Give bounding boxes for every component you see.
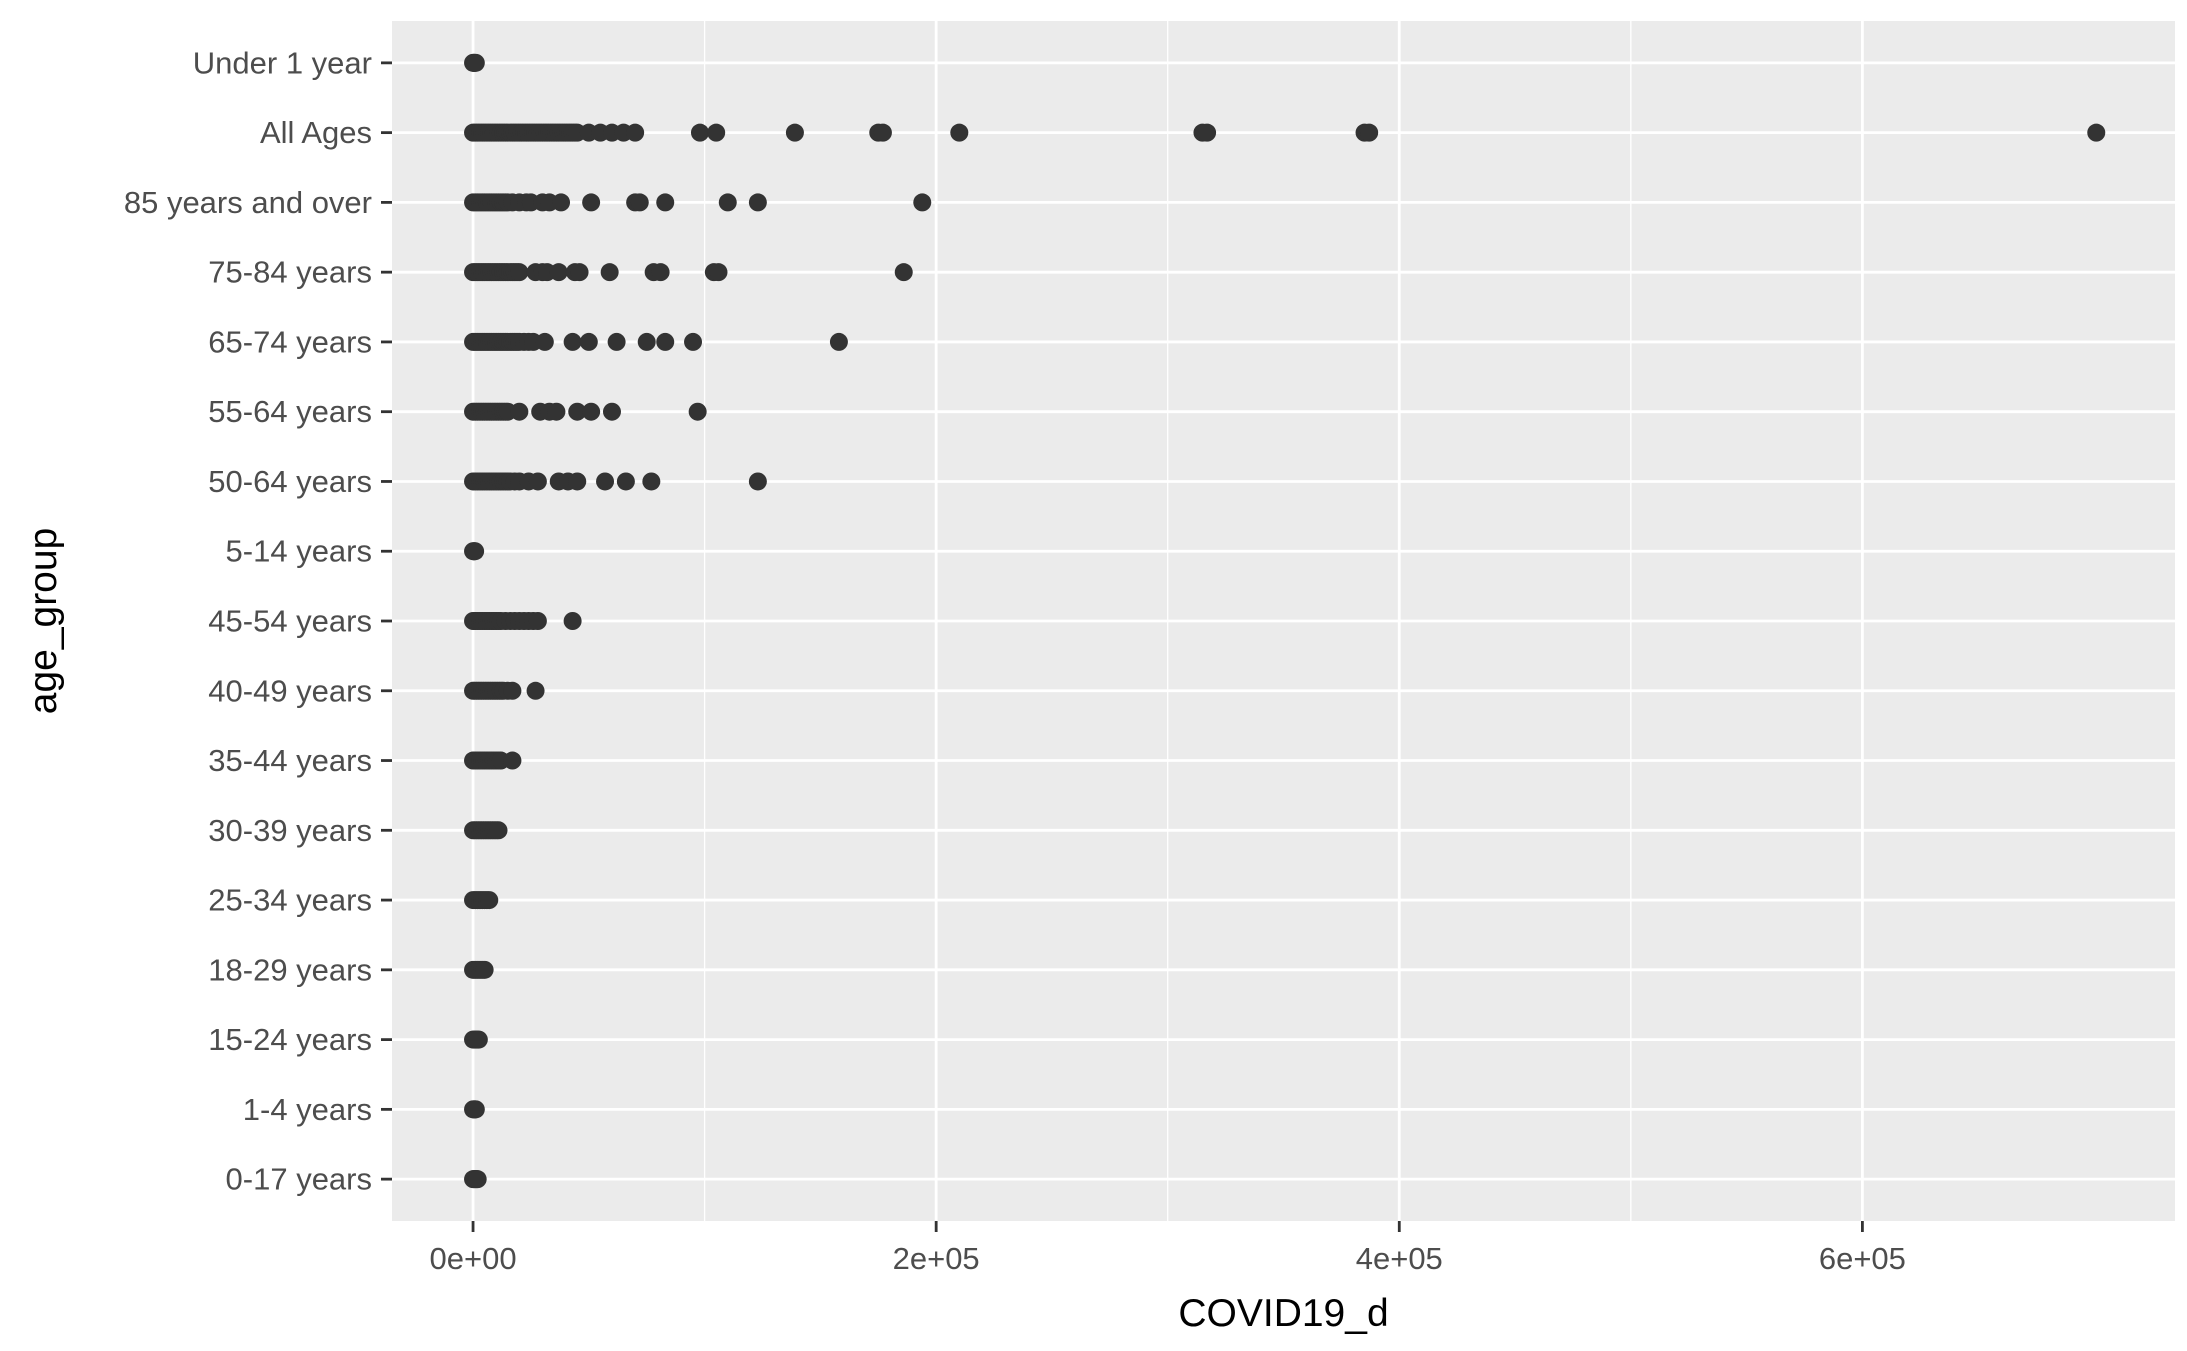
data-point [489,821,508,840]
data-point [535,332,554,351]
data-point [579,332,598,351]
y-tick-label: 0-17 years [226,1162,372,1197]
data-point [600,263,619,282]
data-point [707,123,726,142]
data-point [651,263,670,282]
y-tick-label: All Ages [260,115,372,150]
y-tick-label: 35-44 years [208,743,372,778]
data-point [656,332,675,351]
data-point [466,1100,485,1119]
y-tick-label: 15-24 years [208,1022,372,1057]
data-point [748,472,767,491]
data-point [829,332,848,351]
data-point [1360,123,1379,142]
data-point [582,193,601,212]
data-point [748,193,767,212]
x-tick-label: 4e+05 [1356,1241,1443,1276]
data-point [709,263,728,282]
data-point [568,402,587,421]
data-point [480,891,499,910]
y-tick-label: 40-49 years [208,673,372,708]
data-point [528,472,547,491]
data-point [475,960,494,979]
y-tick-label: 1-4 years [243,1092,372,1127]
major-gridlines [392,21,2175,1221]
data-point [785,123,804,142]
data-point [950,123,969,142]
data-point [607,332,626,351]
x-axis-title: COVID19_d [1178,1292,1388,1335]
data-point [466,53,485,72]
y-tick-label: 18-29 years [208,952,372,987]
y-tick-label: 65-74 years [208,324,372,359]
data-point [503,751,522,770]
data-point [468,1170,487,1189]
data-point [510,263,529,282]
y-tick-label: 25-34 years [208,883,372,918]
data-point [642,472,661,491]
data-point [563,332,582,351]
data-point [563,612,582,630]
y-tick-label: 55-64 years [208,394,372,429]
y-axis: Under 1 year All Ages 85 years and over 75-… [124,45,392,1197]
data-point [596,472,615,491]
x-tick-label: 6e+05 [1819,1241,1906,1276]
y-tick-label: 85 years and over [124,185,372,220]
y-tick-label: Under 1 year [193,45,372,80]
data-points [464,53,2106,1189]
data-point [582,402,601,421]
data-point [570,263,589,282]
data-point [688,402,707,421]
data-point [894,263,913,282]
data-point [510,402,529,421]
x-tick-label: 2e+05 [893,1241,980,1276]
x-axis: 0e+00 2e+05 4e+05 6e+05 [430,1221,1906,1276]
data-point [684,332,703,351]
data-point [549,263,568,282]
data-point [873,123,892,142]
data-point [656,193,675,212]
data-point [718,193,737,212]
data-point [1198,123,1217,142]
data-point [630,193,649,212]
y-tick-label: 30-39 years [208,813,372,848]
y-tick-label: 5-14 years [226,534,372,569]
data-point [503,681,522,700]
y-tick-label: 45-54 years [208,604,372,639]
x-tick-label: 0e+00 [430,1241,517,1276]
y-tick-label: 50-64 years [208,464,372,499]
y-axis-title: age_group [22,528,65,715]
data-point [913,193,932,212]
data-point [626,123,645,142]
data-point [526,681,545,700]
data-point [637,332,656,351]
data-point [552,193,571,212]
y-tick-label: 75-84 years [208,255,372,290]
data-point [690,123,709,142]
data-point [469,1030,488,1049]
data-point [528,612,547,630]
data-point [568,472,587,491]
data-point [547,402,566,421]
data-point [616,472,635,491]
data-point [2087,123,2106,142]
data-point [466,542,485,561]
data-point [602,402,621,421]
